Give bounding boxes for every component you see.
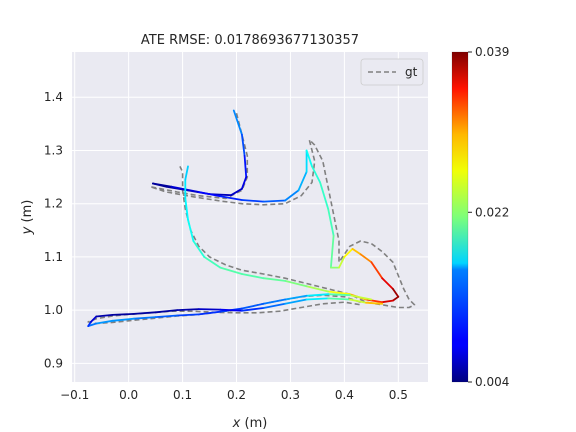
y-tick-label: 0.9	[44, 356, 63, 370]
legend-gt-label: gt	[405, 65, 418, 79]
estimate-trajectory-segment	[240, 307, 265, 312]
estimate-trajectory-segment	[329, 234, 335, 269]
estimate-trajectory-segment	[305, 149, 313, 168]
estimate-trajectory-segment	[262, 298, 287, 305]
estimate-trajectory-segment	[348, 298, 367, 304]
estimate-trajectory-segment	[359, 253, 373, 264]
estimate-trajectory-segment	[284, 189, 300, 202]
colorbar-gradient	[452, 52, 468, 382]
legend: gt	[360, 58, 424, 86]
estimate-trajectory-segment	[365, 298, 384, 304]
estimate-trajectory-segment	[305, 285, 330, 293]
estimate-trajectory-segment	[391, 287, 400, 298]
estimate-trajectory-segment	[240, 273, 265, 280]
colorbar-tick-label: 0.004	[475, 375, 509, 389]
estimate-trajectory-segment	[176, 308, 200, 312]
estimate-trajectory-segment	[197, 310, 222, 316]
estimate-trajectory-segment	[311, 165, 322, 184]
estimate-trajectory-segment	[95, 313, 114, 318]
estimate-trajectory-segment	[151, 182, 173, 188]
estimate-trajectory-segment	[90, 315, 98, 323]
estimate-trajectory-segment	[351, 247, 362, 256]
x-tick-label: 0.3	[281, 388, 300, 402]
estimate-trajectory-segment	[327, 208, 335, 237]
estimate-trajectory-segment	[184, 165, 189, 181]
trajectory-series	[87, 109, 416, 328]
estimate-trajectory-segment	[219, 195, 243, 201]
x-tick-label: 0.1	[173, 388, 192, 402]
estimate-trajectory-segment	[338, 255, 346, 269]
estimate-trajectory-segment	[154, 314, 179, 319]
estimate-trajectory-segment	[370, 261, 384, 280]
estimate-trajectory-segment	[87, 322, 98, 328]
estimate-trajectory-segment	[381, 299, 394, 304]
estimate-trajectory-segment	[343, 247, 354, 258]
x-axis-label: x (m)	[232, 416, 268, 431]
chart-title: ATE RMSE: 0.0178693677130357	[141, 33, 359, 48]
x-tick-labels: −0.1 0.0 0.1 0.2 0.3 0.4 0.5	[60, 388, 408, 402]
colorbar: 0.039 0.022 0.004	[451, 45, 509, 389]
grid-lines	[72, 52, 428, 382]
estimate-trajectory-segment	[327, 293, 351, 297]
y-tick-label: 1.2	[44, 197, 63, 211]
estimate-trajectory-segment	[133, 311, 157, 315]
estimate-trajectory-segment	[184, 197, 189, 221]
x-tick-label: 0.4	[335, 388, 354, 402]
colorbar-tick-label: 0.022	[475, 205, 509, 219]
colorbar-frame	[451, 51, 469, 383]
estimate-trajectory-segment	[240, 176, 248, 190]
y-tick-label: 1.4	[44, 90, 63, 104]
estimate-trajectory-segment	[243, 154, 248, 179]
estimate-trajectory-segment	[219, 308, 243, 312]
x-tick-label: −0.1	[60, 388, 89, 402]
colorbar-tick-label: 0.039	[475, 45, 509, 59]
estimate-trajectory-segment	[240, 133, 246, 157]
estimate-trajectory-segment	[365, 301, 384, 305]
y-tick-label: 1.1	[44, 250, 63, 264]
estimate-trajectory-segment	[197, 191, 222, 198]
estimate-trajectory-segment	[187, 218, 195, 242]
estimate-trajectory-segment	[230, 187, 243, 197]
estimate-trajectory-segment	[111, 312, 135, 316]
estimate-trajectory-segment	[192, 240, 206, 258]
estimate-trajectory-segment	[176, 313, 200, 317]
estimate-trajectory-segment	[381, 277, 394, 290]
gt-trajectory-line	[149, 113, 416, 309]
x-tick-label: 0.0	[119, 388, 138, 402]
estimate-trajectory-segment	[305, 293, 330, 297]
y-axis-label: y (m)	[20, 200, 35, 236]
x-tick-label: 0.2	[227, 388, 246, 402]
estimate-trajectory-segment	[203, 255, 222, 269]
estimate-trajectory-segment	[262, 199, 287, 203]
estimate-trajectory-segment	[284, 279, 308, 288]
estimate-trajectory-segment	[197, 308, 222, 311]
estimate-trajectory-segment	[327, 290, 351, 296]
x-tick-label: 0.5	[389, 388, 408, 402]
y-tick-label: 1.3	[44, 143, 63, 157]
estimate-trajectory-segment	[111, 317, 135, 322]
estimate-trajectory-segment	[319, 181, 330, 210]
estimate-trajectory-segment	[284, 298, 308, 305]
estimate-trajectory-segment	[262, 277, 287, 282]
estimate-trajectory-segment	[327, 297, 351, 301]
estimate-trajectory-segment	[95, 319, 114, 325]
estimate-trajectory-segment	[297, 170, 308, 192]
estimate-trajectory-segment	[154, 309, 179, 314]
estimate-trajectory-segment	[133, 316, 157, 320]
plot-area	[72, 52, 428, 382]
estimate-trajectory-segment	[219, 266, 243, 275]
estimate-trajectory-segment	[284, 294, 308, 301]
colorbar-ticks: 0.039 0.022 0.004	[468, 45, 509, 389]
y-tick-labels: 0.9 1.0 1.1 1.2 1.3 1.4	[44, 90, 63, 370]
estimate-trajectory-segment	[232, 109, 243, 136]
estimate-trajectory-segment	[262, 302, 287, 309]
estimate-trajectory-segment	[391, 295, 400, 302]
estimate-trajectory-segment	[348, 294, 373, 301]
estimate-trajectory-segment	[240, 302, 265, 310]
y-tick-label: 1.0	[44, 303, 63, 317]
estimate-trajectory-segment	[240, 199, 265, 203]
estimate-trajectory-segment	[305, 297, 330, 301]
